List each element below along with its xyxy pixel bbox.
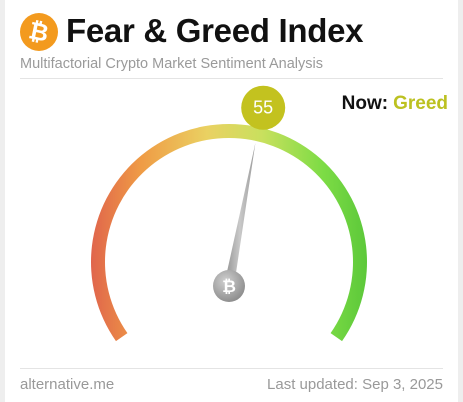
- current-status: Now: Greed: [342, 93, 448, 115]
- footer-divider: [20, 368, 443, 369]
- gauge-value-label: 55: [253, 98, 273, 118]
- status-value: Greed: [393, 93, 448, 114]
- bitcoin-icon: ₿: [222, 277, 236, 297]
- gauge-hub: [213, 270, 245, 302]
- card-right-border: [458, 0, 463, 402]
- bitcoin-icon: ₿: [20, 13, 58, 51]
- source-link[interactable]: alternative.me: [20, 376, 115, 393]
- header-divider: [20, 78, 443, 79]
- page-subtitle: Multifactorial Crypto Market Sentiment A…: [20, 56, 323, 72]
- gauge-needle: [224, 142, 256, 288]
- page-title: Fear & Greed Index: [66, 12, 364, 49]
- last-updated: Last updated: Sep 3, 2025: [267, 376, 443, 393]
- card-left-border: [0, 0, 5, 402]
- gauge-arc: [91, 124, 367, 342]
- status-label: Now:: [341, 93, 389, 114]
- gauge-value-badge: [241, 85, 286, 130]
